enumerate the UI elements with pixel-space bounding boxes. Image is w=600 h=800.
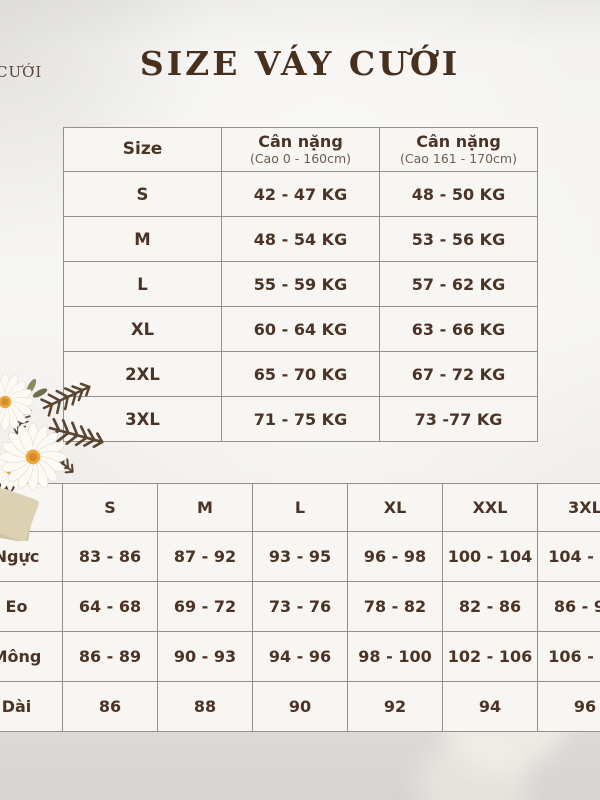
weight-cell: 57 - 62 KG <box>379 261 538 307</box>
measure-cell: 94 <box>442 681 538 732</box>
table-header-row: Size Cân nặng (Cao 0 - 160cm) Cân nặng (… <box>63 127 538 172</box>
table-row: Ngực 83 - 86 87 - 92 93 - 95 96 - 98 100… <box>0 531 600 582</box>
table-row: Mông 86 - 89 90 - 93 94 - 96 98 - 100 10… <box>0 631 600 682</box>
daisy-bouquet-decoration <box>0 373 107 541</box>
page-title: SIZE VÁY CƯỚI <box>139 44 461 83</box>
size-cell: M <box>63 216 222 262</box>
measure-cell: 90 <box>252 681 348 732</box>
table-row: Dài 86 88 90 92 94 96 <box>0 681 600 732</box>
header-label: Size <box>122 138 163 159</box>
size-col-header: S <box>62 483 158 532</box>
measure-cell: 106 - 11 <box>537 631 600 682</box>
table-row: M 48 - 54 KG 53 - 56 KG <box>63 216 538 262</box>
weight-cell: 63 - 66 KG <box>379 306 538 352</box>
weight-cell: 55 - 59 KG <box>221 261 380 307</box>
measure-cell: 82 - 86 <box>442 581 538 632</box>
measure-cell: 73 - 76 <box>252 581 348 632</box>
measure-cell: 96 - 98 <box>347 531 443 582</box>
weight-cell: 42 - 47 KG <box>221 171 380 217</box>
measure-cell: 87 - 92 <box>157 531 253 582</box>
table-row: Eo 64 - 68 69 - 72 73 - 76 78 - 82 82 - … <box>0 581 600 632</box>
size-cell: 3XL <box>63 396 222 442</box>
measure-cell: 83 - 86 <box>62 531 158 582</box>
measure-cell: 93 - 95 <box>252 531 348 582</box>
measure-cell: 104 - 10 <box>537 531 600 582</box>
size-column-header: Size <box>63 127 222 172</box>
header-label: Cân nặng <box>416 132 501 152</box>
measure-cell: 100 - 104 <box>442 531 538 582</box>
measure-cell: 78 - 82 <box>347 581 443 632</box>
row-label-cell: Ngực <box>0 531 63 582</box>
measure-cell: 94 - 96 <box>252 631 348 682</box>
weight-cell: 65 - 70 KG <box>221 351 380 397</box>
table-row: S 42 - 47 KG 48 - 50 KG <box>63 171 538 217</box>
measure-cell: 96 <box>537 681 600 732</box>
weight-column-header-1: Cân nặng (Cao 0 - 160cm) <box>221 127 380 172</box>
fern-leaf <box>38 376 95 419</box>
weight-column-header-2: Cân nặng (Cao 161 - 170cm) <box>379 127 538 172</box>
size-col-header: XL <box>347 483 443 532</box>
paper-wrap <box>0 482 39 541</box>
table-row: 2XL 65 - 70 KG 67 - 72 KG <box>63 351 538 397</box>
table-row: 3XL 71 - 75 KG 73 -77 KG <box>63 396 538 442</box>
weight-cell: 73 -77 KG <box>379 396 538 442</box>
measure-cell: 92 <box>347 681 443 732</box>
size-col-header: L <box>252 483 348 532</box>
weight-cell: 53 - 56 KG <box>379 216 538 262</box>
body-measurements-table: S M L XL XXL 3XL Ngực 83 - 86 87 - 92 93… <box>0 483 600 732</box>
header-label: Cân nặng <box>258 132 343 152</box>
measure-cell: 102 - 106 <box>442 631 538 682</box>
measure-cell: 90 - 93 <box>157 631 253 682</box>
weight-size-table: Size Cân nặng (Cao 0 - 160cm) Cân nặng (… <box>63 127 538 442</box>
weight-cell: 67 - 72 KG <box>379 351 538 397</box>
size-col-header: M <box>157 483 253 532</box>
size-col-header: XXL <box>442 483 538 532</box>
measure-cell: 86 - 89 <box>62 631 158 682</box>
measure-cell: 64 - 68 <box>62 581 158 632</box>
table-row: L 55 - 59 KG 57 - 62 KG <box>63 261 538 307</box>
size-col-header: 3XL <box>537 483 600 532</box>
table-row: XL 60 - 64 KG 63 - 66 KG <box>63 306 538 352</box>
header-sub-label: (Cao 161 - 170cm) <box>400 150 517 166</box>
measure-cell: 69 - 72 <box>157 581 253 632</box>
measure-cell: 98 - 100 <box>347 631 443 682</box>
olive-leaf <box>32 388 48 398</box>
table-header-row: S M L XL XXL 3XL <box>0 483 600 532</box>
measure-cell: 86 - 95 <box>537 581 600 632</box>
row-label-cell: Eo <box>0 581 63 632</box>
weight-cell: 48 - 50 KG <box>379 171 538 217</box>
row-label-cell: Mông <box>0 631 63 682</box>
size-cell: L <box>63 261 222 307</box>
size-cell: S <box>63 171 222 217</box>
measure-cell: 86 <box>62 681 158 732</box>
measure-cell: 88 <box>157 681 253 732</box>
corner-watermark-text: CƯỚI <box>0 63 43 81</box>
weight-cell: 48 - 54 KG <box>221 216 380 262</box>
size-cell: XL <box>63 306 222 352</box>
daisy-flower <box>0 422 68 492</box>
weight-cell: 60 - 64 KG <box>221 306 380 352</box>
row-label-cell: Dài <box>0 681 63 732</box>
header-sub-label: (Cao 0 - 160cm) <box>249 150 352 166</box>
weight-cell: 71 - 75 KG <box>221 396 380 442</box>
